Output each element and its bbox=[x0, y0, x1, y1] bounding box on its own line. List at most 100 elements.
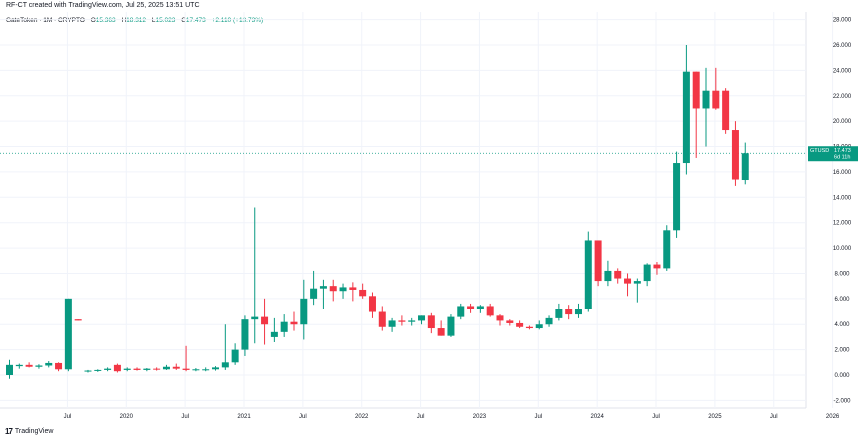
candle-body[interactable] bbox=[182, 368, 190, 370]
candle-body[interactable] bbox=[212, 367, 220, 370]
candle-body[interactable] bbox=[349, 287, 357, 290]
candle-body[interactable] bbox=[300, 298, 308, 325]
tradingview-logo[interactable]: 17 TradingView bbox=[5, 427, 53, 436]
candle-body[interactable] bbox=[496, 315, 504, 321]
candle-body[interactable] bbox=[722, 90, 730, 131]
candle-body[interactable] bbox=[584, 240, 592, 309]
candle-body[interactable] bbox=[6, 364, 13, 375]
candle-body[interactable] bbox=[104, 368, 112, 370]
candle-body[interactable] bbox=[162, 366, 170, 370]
candle-body[interactable] bbox=[388, 320, 396, 327]
candle-body[interactable] bbox=[221, 362, 229, 368]
candle-body[interactable] bbox=[643, 264, 651, 282]
candle-body[interactable] bbox=[565, 309, 573, 315]
candle-body[interactable] bbox=[15, 364, 23, 367]
candle-body[interactable] bbox=[202, 369, 210, 371]
y-tick-label: 12.000 bbox=[833, 221, 852, 227]
candle-body[interactable] bbox=[280, 321, 288, 332]
y-tick-label: 2.000 bbox=[834, 348, 850, 354]
candle-body[interactable] bbox=[712, 90, 720, 109]
candle-body[interactable] bbox=[418, 315, 426, 321]
candle-body[interactable] bbox=[45, 362, 53, 366]
candle-body[interactable] bbox=[94, 369, 102, 371]
candle-body[interactable] bbox=[319, 286, 327, 289]
x-tick-label: Jul bbox=[181, 414, 189, 420]
open-value: 15.363 bbox=[95, 17, 116, 24]
candle-body[interactable] bbox=[604, 270, 612, 282]
y-tick-label: 28.000 bbox=[833, 18, 852, 24]
close-value: 17.473 bbox=[185, 17, 206, 24]
candle-body[interactable] bbox=[427, 315, 435, 329]
candle-body[interactable] bbox=[231, 349, 239, 363]
candle-body[interactable] bbox=[594, 240, 602, 282]
candle-body[interactable] bbox=[535, 324, 543, 329]
price-badge: GTUSD 17.473 6d 11h bbox=[808, 146, 858, 162]
candle-body[interactable] bbox=[290, 321, 298, 325]
candle-body[interactable] bbox=[525, 326, 533, 329]
price-axis[interactable]: 28.00026.00024.00022.00020.00018.00016.0… bbox=[833, 18, 852, 405]
candle-body[interactable] bbox=[378, 311, 386, 327]
high-label: H bbox=[121, 17, 127, 24]
candle-body[interactable] bbox=[35, 365, 43, 367]
y-tick-label: 20.000 bbox=[833, 119, 852, 125]
candle-body[interactable] bbox=[574, 309, 582, 315]
candle-body[interactable] bbox=[261, 316, 269, 325]
candle-body[interactable] bbox=[476, 306, 484, 309]
candle-body[interactable] bbox=[545, 317, 553, 325]
candle-body[interactable] bbox=[663, 230, 671, 269]
candle-body[interactable] bbox=[172, 366, 180, 369]
candle-body[interactable] bbox=[555, 309, 563, 318]
x-tick-label: 2024 bbox=[590, 414, 604, 420]
candle-body[interactable] bbox=[123, 368, 131, 370]
candle-body[interactable] bbox=[614, 270, 622, 279]
candle-body[interactable] bbox=[633, 281, 641, 284]
x-tick-label: 2023 bbox=[473, 414, 487, 420]
time-axis[interactable]: Jul 2020 Jul 2021 Jul 2022 Jul 2023 Jul 2024 Jul 20… bbox=[64, 414, 840, 420]
candle-body[interactable] bbox=[673, 163, 681, 231]
candle-body[interactable] bbox=[310, 288, 318, 299]
candle-body[interactable] bbox=[741, 153, 749, 181]
candle-body[interactable] bbox=[241, 319, 249, 350]
candle-body[interactable] bbox=[359, 289, 367, 297]
low-label: L bbox=[151, 17, 156, 24]
candle-body[interactable] bbox=[55, 362, 63, 370]
candle-body[interactable] bbox=[143, 368, 151, 370]
y-tick-label: 10.000 bbox=[833, 246, 852, 252]
candle-body[interactable] bbox=[398, 320, 406, 322]
candle-body[interactable] bbox=[457, 306, 465, 317]
candle-body[interactable] bbox=[467, 306, 475, 309]
candle-body[interactable] bbox=[437, 328, 445, 336]
symbol-legend: GateToken · 1M · CRYPTO O15.363 H18.312 … bbox=[6, 17, 263, 24]
candle-body[interactable] bbox=[516, 322, 524, 327]
candle-body[interactable] bbox=[447, 316, 455, 336]
candle-body[interactable] bbox=[702, 90, 710, 109]
price-badge-price: 17.473 bbox=[834, 148, 851, 154]
candle-body[interactable] bbox=[692, 71, 700, 109]
candle-body[interactable] bbox=[251, 316, 259, 320]
candle-body[interactable] bbox=[329, 286, 337, 292]
candle-body[interactable] bbox=[339, 287, 347, 292]
candle-body[interactable] bbox=[74, 319, 82, 321]
candle-body[interactable] bbox=[506, 320, 514, 323]
candle-body[interactable] bbox=[368, 296, 376, 312]
y-tick-label: 4.000 bbox=[834, 322, 850, 328]
candle-body[interactable] bbox=[84, 370, 92, 372]
candle-body[interactable] bbox=[408, 320, 416, 322]
x-tick-label: Jul bbox=[770, 414, 778, 420]
candle-body[interactable] bbox=[624, 278, 632, 284]
candle-body[interactable] bbox=[270, 331, 278, 337]
candle-body[interactable] bbox=[486, 306, 494, 316]
candle-body[interactable] bbox=[653, 264, 661, 269]
candle-body[interactable] bbox=[682, 71, 690, 164]
candle-body[interactable] bbox=[153, 368, 161, 370]
candle-body[interactable] bbox=[64, 298, 72, 370]
candle-body[interactable] bbox=[192, 369, 200, 371]
symbol-name[interactable]: GateToken · 1M · CRYPTO bbox=[6, 17, 85, 24]
candle-body[interactable] bbox=[113, 364, 121, 372]
candle-body[interactable] bbox=[133, 368, 141, 370]
x-tick-label: Jul bbox=[64, 414, 72, 420]
candle-body[interactable] bbox=[731, 130, 739, 180]
candle-body[interactable] bbox=[25, 364, 33, 367]
x-tick-label: Jul bbox=[417, 414, 425, 420]
